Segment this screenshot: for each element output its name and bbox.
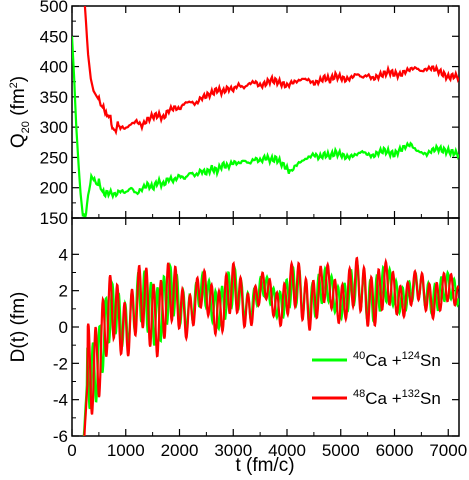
top-ylabel: Q20 (fm2) (8, 76, 32, 148)
bottom-series-line-ca48 (83, 256, 459, 436)
top-series-line-ca40 (72, 36, 459, 218)
bottom-ytick-label: 0 (59, 318, 68, 337)
legend-entry-ca40: 40Ca +124Sn (312, 350, 441, 370)
bottom-ytick-label: 4 (59, 245, 68, 264)
bottom-series-group (82, 256, 459, 436)
bottom-ytick-label: 2 (59, 282, 68, 301)
top-ytick-label: 500 (40, 0, 68, 16)
bottom-xtick-label: 2000 (161, 441, 199, 460)
bottom-xtick-label: 1000 (107, 441, 145, 460)
bottom-xtick-label: 5000 (322, 441, 360, 460)
top-ytick-label: 350 (40, 88, 68, 107)
top-ytick-label: 150 (40, 209, 68, 228)
top-series-group (72, 6, 459, 218)
top-ticks: 150 200 250 300 350 400 450 500 (40, 0, 459, 228)
top-ytick-label: 200 (40, 179, 68, 198)
bottom-xtick-label: 0 (67, 441, 76, 460)
bottom-xtick-label: 7000 (429, 441, 467, 460)
bottom-ytick-label: -2 (53, 354, 68, 373)
top-ytick-label: 250 (40, 148, 68, 167)
top-ylabel-text: Q20 (fm2) (8, 76, 32, 148)
bottom-ticks: -6 -4 -2 0 2 4 0 1000 2000 3000 4000 5000 6000 7000 (53, 218, 467, 460)
legend-label-ca40: 40Ca +124Sn (353, 350, 441, 370)
bottom-xtick-label: 4000 (268, 441, 306, 460)
top-panel: 150 200 250 300 350 400 450 500 Q20 (fm2) (8, 0, 460, 228)
top-plot-frame (71, 5, 460, 219)
bottom-xtick-label: 6000 (376, 441, 414, 460)
top-ytick-label: 300 (40, 118, 68, 137)
top-series-line-ca48 (83, 6, 459, 136)
legend: 40Ca +124Sn 48Ca +132Sn (312, 350, 441, 408)
bottom-ylabel: D(t) (fm) (8, 292, 29, 363)
bottom-ylabel-text: D(t) (fm) (8, 292, 29, 363)
bottom-ytick-label: -6 (53, 427, 68, 446)
legend-entry-ca48: 48Ca +132Sn (312, 388, 441, 408)
bottom-ytick-label: -4 (53, 391, 68, 410)
top-ytick-label: 450 (40, 27, 68, 46)
top-ytick-label: 400 (40, 58, 68, 77)
legend-label-ca48: 48Ca +132Sn (353, 388, 441, 408)
bottom-xtick-label: 3000 (214, 441, 252, 460)
bottom-panel: -6 -4 -2 0 2 4 0 1000 2000 3000 4000 5000 6000 7000 D… (8, 217, 467, 476)
x-axis-label: t (fm/c) (235, 455, 294, 476)
